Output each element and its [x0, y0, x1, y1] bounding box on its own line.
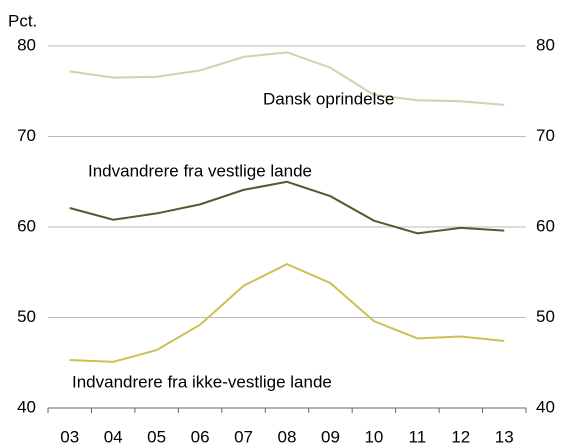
y2-tick-label: 50: [536, 307, 555, 326]
y-tick-label: 60: [17, 216, 36, 235]
series-label: Indvandrere fra vestlige lande: [88, 161, 312, 180]
x-tick-label: 11: [409, 427, 427, 446]
y-unit-label: Pct.: [8, 11, 37, 30]
series-line: [69, 180, 505, 235]
x-tick-label: 10: [364, 427, 383, 446]
y2-tick-label: 80: [536, 35, 555, 54]
y-tick-label: 50: [17, 307, 36, 326]
series-line: [69, 263, 505, 363]
series-line: [69, 51, 505, 106]
x-tick-label: 08: [278, 427, 297, 446]
x-tick-label: 13: [495, 427, 514, 446]
x-tick-label: 07: [234, 427, 253, 446]
y2-tick-label: 40: [536, 397, 555, 416]
x-tick-label: 05: [147, 427, 166, 446]
x-tick-label: 09: [321, 427, 340, 446]
y-tick-label: 80: [17, 35, 36, 54]
y-tick-label: 70: [17, 126, 36, 145]
series-label: Indvandrere fra ikke-vestlige lande: [72, 372, 332, 391]
x-tick-label: 12: [451, 427, 470, 446]
y2-tick-label: 60: [536, 216, 555, 235]
y-tick-label: 40: [17, 397, 36, 416]
series-label: Dansk oprindelse: [263, 89, 394, 108]
y2-tick-label: 70: [536, 126, 555, 145]
x-tick-label: 04: [104, 427, 123, 446]
x-tick-label: 06: [191, 427, 210, 446]
x-tick-label: 03: [60, 427, 79, 446]
